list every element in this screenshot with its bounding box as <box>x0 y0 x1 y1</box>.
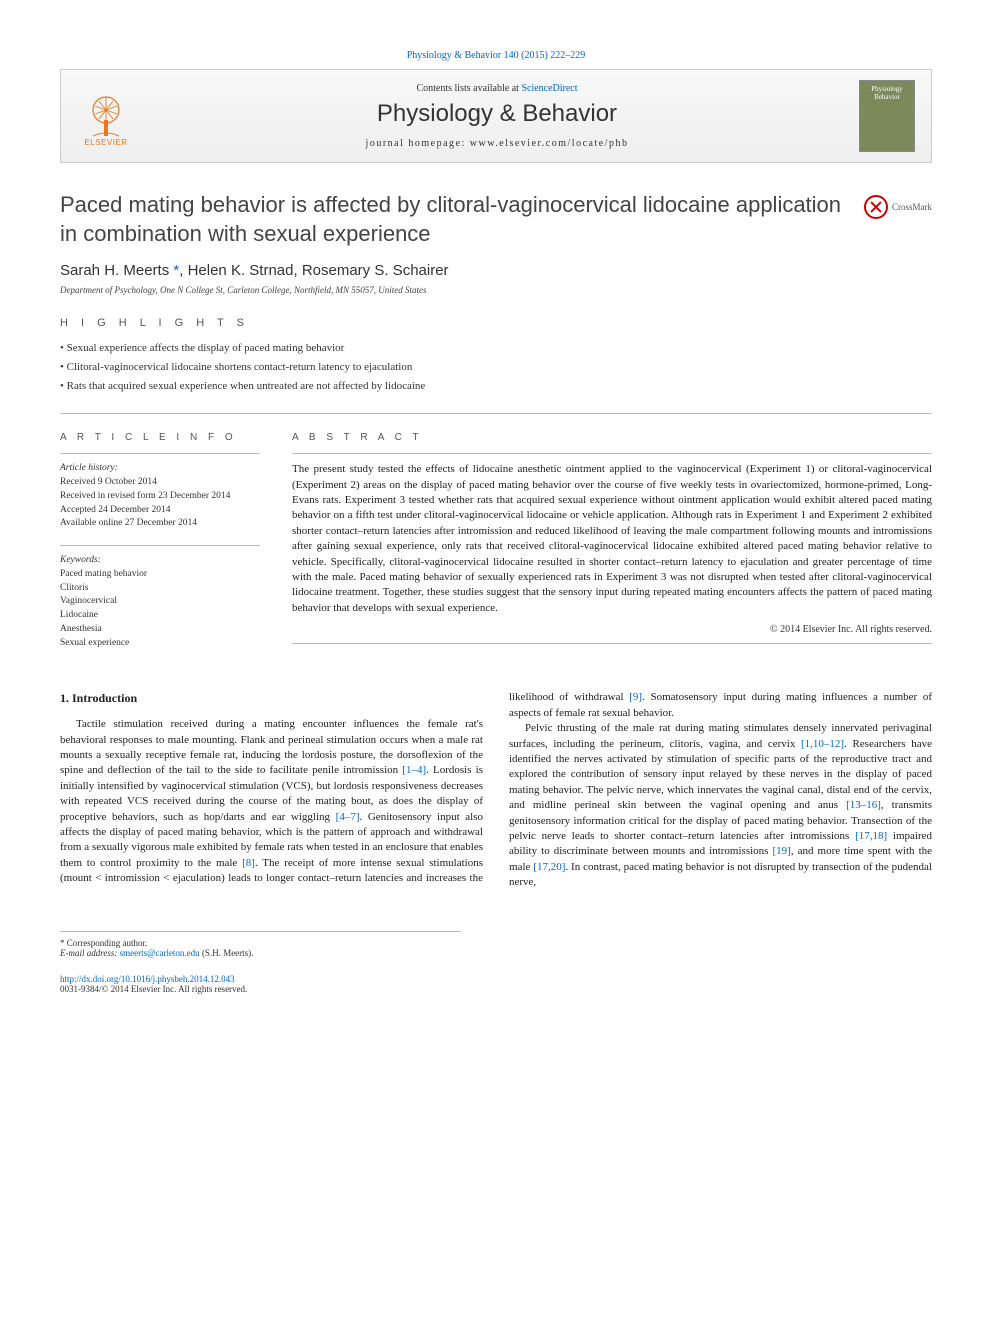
cover-line2: Behavior <box>864 93 910 101</box>
keyword: Paced mating behavior <box>60 568 260 582</box>
article-title: Paced mating behavior is affected by cli… <box>60 191 848 248</box>
ref-link[interactable]: [1–4] <box>402 764 426 776</box>
issn-copyright: 0031-9384/© 2014 Elsevier Inc. All right… <box>60 984 932 994</box>
highlight-item: Sexual experience affects the display of… <box>60 339 932 358</box>
abstract-column: A B S T R A C T The present study tested… <box>292 432 932 664</box>
intro-heading: 1. Introduction <box>60 690 483 707</box>
elsevier-tree-icon <box>79 94 133 138</box>
footer-block: http://dx.doi.org/10.1016/j.physbeh.2014… <box>60 974 932 994</box>
doi-link[interactable]: http://dx.doi.org/10.1016/j.physbeh.2014… <box>60 974 235 984</box>
intro-paragraph-2: Pelvic thrusting of the male rat during … <box>509 721 932 890</box>
email-label: E-mail address: <box>60 948 117 958</box>
history-accepted: Accepted 24 December 2014 <box>60 504 260 518</box>
header-citation-link[interactable]: Physiology & Behavior 140 (2015) 222–229 <box>407 50 586 61</box>
journal-homepage: journal homepage: www.elsevier.com/locat… <box>135 138 859 149</box>
banner-left: ELSEVIER <box>77 85 135 147</box>
elsevier-label: ELSEVIER <box>84 138 127 147</box>
article-history: Article history: Received 9 October 2014… <box>60 462 260 531</box>
journal-cover-thumb: Physiology Behavior <box>859 80 915 152</box>
history-revised: Received in revised form 23 December 201… <box>60 490 260 504</box>
abstract-text: The present study tested the effects of … <box>292 462 932 616</box>
ref-link[interactable]: [13–16] <box>846 799 881 811</box>
highlights-list: Sexual experience affects the display of… <box>60 339 932 395</box>
article-info-column: A R T I C L E I N F O Article history: R… <box>60 432 260 664</box>
abstract-copyright: © 2014 Elsevier Inc. All rights reserved… <box>292 624 932 635</box>
highlight-item: Rats that acquired sexual experience whe… <box>60 377 932 396</box>
email-line: E-mail address: smeerts@carleton.edu (S.… <box>60 948 461 958</box>
history-received: Received 9 October 2014 <box>60 476 260 490</box>
history-label: Article history: <box>60 462 260 476</box>
journal-banner: ELSEVIER Contents lists available at Sci… <box>60 69 932 163</box>
banner-center: Contents lists available at ScienceDirec… <box>135 83 859 149</box>
keyword: Clitoris <box>60 582 260 596</box>
keyword: Vaginocervical <box>60 595 260 609</box>
author-2: Helen K. Strnad <box>188 262 294 279</box>
keywords-block: Keywords: Paced mating behavior Clitoris… <box>60 554 260 650</box>
email-link[interactable]: smeerts@carleton.edu <box>120 948 200 958</box>
cover-line1: Physiology <box>864 85 910 93</box>
keyword: Anesthesia <box>60 623 260 637</box>
divider <box>60 413 932 414</box>
highlights-label: H I G H L I G H T S <box>60 317 932 329</box>
abstract-bottom-divider <box>292 643 932 644</box>
info-divider <box>60 453 260 454</box>
ref-link[interactable]: [1,10–12] <box>801 738 844 750</box>
body-two-column: 1. Introduction Tactile stimulation rece… <box>60 690 932 890</box>
ref-link[interactable]: [9] <box>629 691 642 703</box>
ref-link[interactable]: [19] <box>772 845 790 857</box>
elsevier-logo: ELSEVIER <box>77 85 135 147</box>
contents-line: Contents lists available at ScienceDirec… <box>135 83 859 94</box>
article-info-label: A R T I C L E I N F O <box>60 432 260 443</box>
affiliation: Department of Psychology, One N College … <box>60 285 932 295</box>
ref-link[interactable]: [17,18] <box>855 830 887 842</box>
highlight-item: Clitoral-vaginocervical lidocaine shorte… <box>60 358 932 377</box>
footnote-block: * Corresponding author. E-mail address: … <box>60 931 461 958</box>
email-suffix: (S.H. Meerts). <box>202 948 254 958</box>
crossmark-badge[interactable]: CrossMark <box>864 195 932 219</box>
crossmark-label: CrossMark <box>892 202 932 212</box>
info-divider <box>60 545 260 546</box>
corresponding-star-link[interactable]: * <box>173 262 179 279</box>
author-1: Sarah H. Meerts <box>60 262 169 279</box>
authors-line: Sarah H. Meerts *, Helen K. Strnad, Rose… <box>60 262 932 279</box>
ref-link[interactable]: [8] <box>242 857 255 869</box>
ref-link[interactable]: [4–7] <box>336 811 360 823</box>
journal-name: Physiology & Behavior <box>135 100 859 128</box>
keyword: Lidocaine <box>60 609 260 623</box>
ref-link[interactable]: [17,20] <box>533 861 565 873</box>
author-3: Rosemary S. Schairer <box>302 262 449 279</box>
header-citation: Physiology & Behavior 140 (2015) 222–229 <box>60 50 932 61</box>
keywords-label: Keywords: <box>60 554 260 568</box>
abstract-label: A B S T R A C T <box>292 432 932 443</box>
history-online: Available online 27 December 2014 <box>60 517 260 531</box>
abstract-divider <box>292 453 932 454</box>
crossmark-icon <box>864 195 888 219</box>
contents-prefix: Contents lists available at <box>416 83 521 94</box>
sciencedirect-link[interactable]: ScienceDirect <box>521 83 577 94</box>
keyword: Sexual experience <box>60 637 260 651</box>
corresponding-note: * Corresponding author. <box>60 938 461 948</box>
